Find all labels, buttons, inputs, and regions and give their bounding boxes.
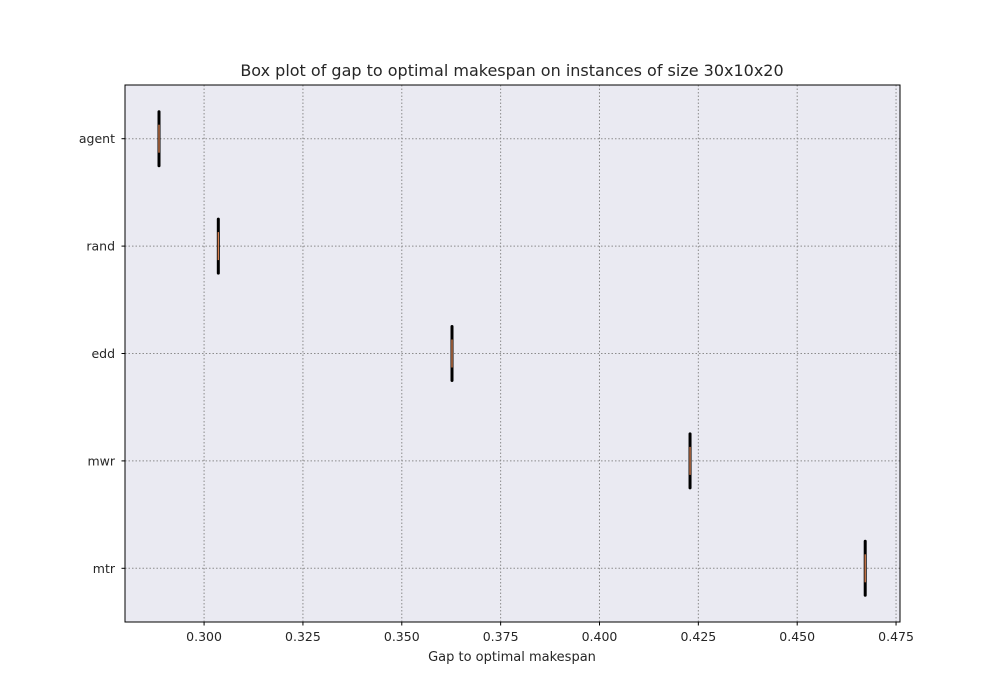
y-tick-label-mtr: mtr — [93, 561, 116, 576]
x-tick-label: 0.375 — [483, 629, 519, 644]
x-axis-ticks: 0.300 0.325 0.350 0.375 0.400 0.425 0.450 0.475 — [186, 622, 914, 644]
y-tick-label-edd: edd — [91, 346, 115, 361]
x-tick-label: 0.325 — [285, 629, 321, 644]
y-axis-ticks: agent rand edd mwr mtr — [79, 131, 125, 576]
box-marks — [157, 110, 867, 597]
x-axis-label: Gap to optimal makespan — [428, 650, 596, 665]
x-tick-label: 0.425 — [680, 629, 716, 644]
x-tick-label: 0.450 — [779, 629, 815, 644]
y-tick-label-agent: agent — [79, 131, 115, 146]
x-tick-label: 0.400 — [582, 629, 618, 644]
y-tick-label-mwr: mwr — [87, 453, 115, 468]
x-tick-label: 0.300 — [186, 629, 222, 644]
y-tick-label-rand: rand — [86, 239, 115, 254]
x-tick-label: 0.350 — [384, 629, 420, 644]
x-tick-label: 0.475 — [878, 629, 914, 644]
plot-area — [125, 85, 900, 622]
chart-title: Box plot of gap to optimal makespan on i… — [240, 61, 783, 80]
